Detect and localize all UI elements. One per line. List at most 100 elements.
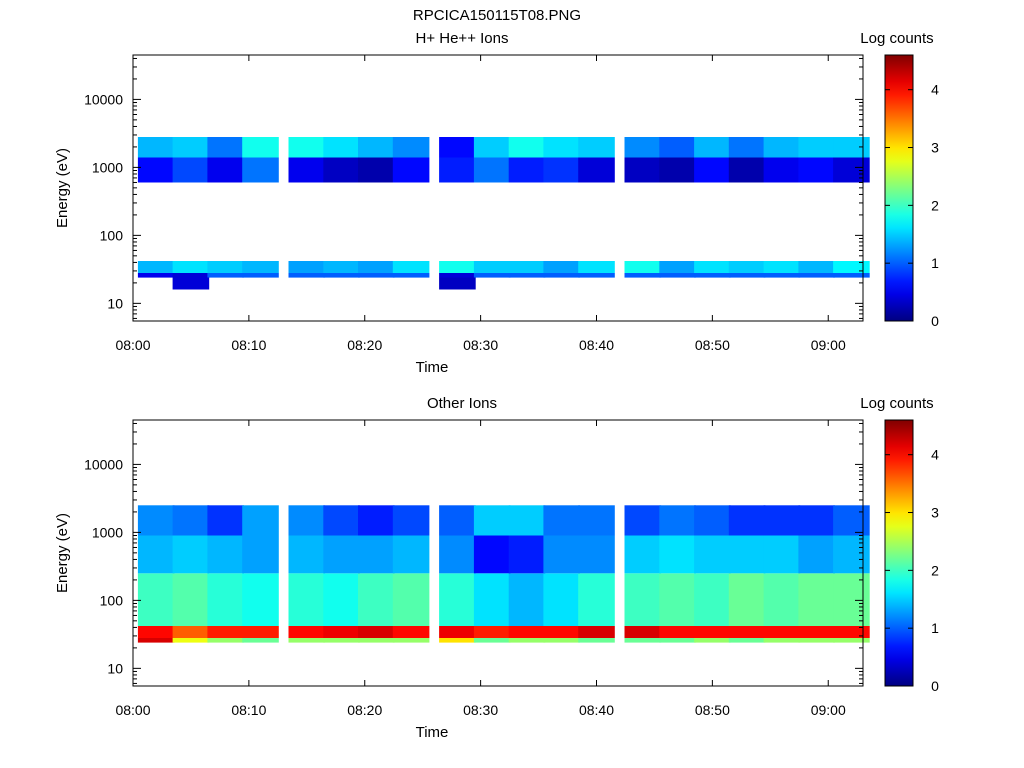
x-tick-label: 08:20 bbox=[347, 702, 382, 718]
heatmap-cell bbox=[392, 638, 430, 643]
heatmap-cell bbox=[578, 535, 615, 574]
heatmap-cell bbox=[439, 157, 476, 183]
x-tick-label: 08:50 bbox=[695, 337, 730, 353]
heatmap-cell bbox=[392, 505, 430, 536]
heatmap-cell bbox=[659, 626, 696, 638]
heatmap-cell bbox=[242, 626, 279, 638]
colorbar-tick-label: 0 bbox=[931, 313, 939, 329]
heatmap-cell bbox=[763, 626, 801, 638]
heatmap-cell bbox=[288, 626, 326, 638]
heatmap-cell bbox=[242, 535, 279, 574]
heatmap-cell bbox=[288, 535, 326, 574]
x-tick-label: 09:00 bbox=[811, 337, 846, 353]
heatmap-cell bbox=[833, 261, 870, 273]
y-tick-label: 10 bbox=[107, 295, 123, 311]
heatmap-cell bbox=[694, 573, 731, 626]
heatmap-cell bbox=[728, 535, 766, 574]
heatmap-cell bbox=[473, 157, 511, 183]
heatmap-cell bbox=[728, 626, 766, 638]
y-tick-label: 1000 bbox=[92, 524, 123, 540]
colorbar bbox=[884, 54, 914, 322]
heatmap-cell bbox=[439, 137, 476, 158]
heatmap-cell bbox=[624, 505, 662, 536]
heatmap-cell bbox=[833, 505, 870, 536]
heatmap-cell bbox=[624, 573, 662, 626]
colorbar bbox=[884, 419, 914, 687]
panel-h-he-ions: H+ He++ Ions 08:00 08:10 08:20 08:30 08:40 08:… bbox=[54, 30, 939, 376]
heatmap-cell bbox=[323, 273, 360, 278]
heatmap-cell bbox=[659, 261, 696, 273]
heatmap-cell bbox=[728, 261, 766, 273]
panel-other-ions: Other Ions 08:00 08:10 08:20 08:30 08:40 08:50… bbox=[54, 395, 939, 741]
y-axis-label: Energy (eV) bbox=[54, 513, 71, 593]
heatmap-cell bbox=[543, 638, 580, 643]
heatmap-cell bbox=[358, 535, 395, 574]
heatmap-cell bbox=[439, 261, 476, 273]
x-axis-label: Time bbox=[416, 724, 449, 741]
y-tick-label: 1000 bbox=[92, 159, 123, 175]
colorbar-tick-label: 4 bbox=[931, 82, 939, 98]
heatmap-cell bbox=[207, 273, 244, 278]
heatmap-cell bbox=[392, 273, 430, 278]
heatmap-cell bbox=[323, 505, 360, 536]
heatmap-cell bbox=[578, 626, 615, 638]
heatmap-cell bbox=[473, 638, 511, 643]
colorbar-tick-label: 3 bbox=[931, 505, 939, 521]
heatmap-cell bbox=[358, 626, 395, 638]
heatmap-cell bbox=[358, 157, 395, 183]
heatmap-cell bbox=[323, 573, 360, 626]
heatmap-cell bbox=[288, 261, 326, 273]
heatmap-cell bbox=[659, 137, 696, 158]
heatmap-cell bbox=[358, 638, 395, 643]
heatmap-cell bbox=[473, 505, 511, 536]
heatmap-cell bbox=[798, 137, 835, 158]
heatmap-cell bbox=[728, 505, 766, 536]
heatmap-cell bbox=[578, 273, 615, 278]
colorbar-tick-label: 3 bbox=[931, 140, 939, 156]
heatmap-cell bbox=[543, 261, 580, 273]
heatmap-cell bbox=[358, 261, 395, 273]
y-tick-label: 10000 bbox=[84, 456, 123, 472]
heatmap-cell bbox=[288, 273, 326, 278]
heatmap-cell bbox=[137, 505, 175, 536]
heatmap-cell bbox=[288, 638, 326, 643]
panel-title: Other Ions bbox=[427, 395, 497, 412]
heatmap-cell bbox=[288, 573, 326, 626]
heatmap-cell bbox=[508, 261, 546, 273]
heatmap-cell bbox=[207, 261, 244, 273]
heatmap-cell bbox=[763, 505, 801, 536]
heatmap-cell bbox=[798, 157, 835, 183]
heatmap-cell bbox=[508, 626, 546, 638]
heatmap-cell bbox=[439, 277, 476, 290]
heatmap-cell bbox=[323, 137, 360, 158]
figure-title: RPCICA150115T08.PNG bbox=[413, 7, 581, 24]
heatmap-cell bbox=[323, 157, 360, 183]
heatmap-cell bbox=[659, 535, 696, 574]
heatmap-cell bbox=[659, 505, 696, 536]
colorbar-tick-label: 0 bbox=[931, 678, 939, 694]
heatmap-cell bbox=[578, 505, 615, 536]
heatmap-cell bbox=[392, 626, 430, 638]
heatmap-cell bbox=[172, 277, 210, 290]
heatmap-cell bbox=[578, 261, 615, 273]
heatmap-cell bbox=[543, 505, 580, 536]
heatmap-cell bbox=[392, 157, 430, 183]
heatmap-cell bbox=[242, 573, 279, 626]
heatmap-cell bbox=[624, 638, 662, 643]
heatmap-cell bbox=[473, 626, 511, 638]
heatmap-cell bbox=[137, 273, 175, 278]
heatmap-cell bbox=[833, 157, 870, 183]
heatmap-cell bbox=[137, 157, 175, 183]
heatmap-cell bbox=[288, 505, 326, 536]
heatmap-cell bbox=[288, 137, 326, 158]
heatmap-cell bbox=[473, 273, 511, 278]
heatmap-cell bbox=[172, 157, 210, 183]
heatmap-cell bbox=[358, 137, 395, 158]
heatmap-cell bbox=[207, 137, 244, 158]
heatmap-cell bbox=[358, 505, 395, 536]
heatmap-cell bbox=[392, 573, 430, 626]
heatmap-cell bbox=[242, 638, 279, 643]
heatmap-cell bbox=[242, 157, 279, 183]
heatmap-cell bbox=[833, 137, 870, 158]
heatmap-cell bbox=[473, 535, 511, 574]
